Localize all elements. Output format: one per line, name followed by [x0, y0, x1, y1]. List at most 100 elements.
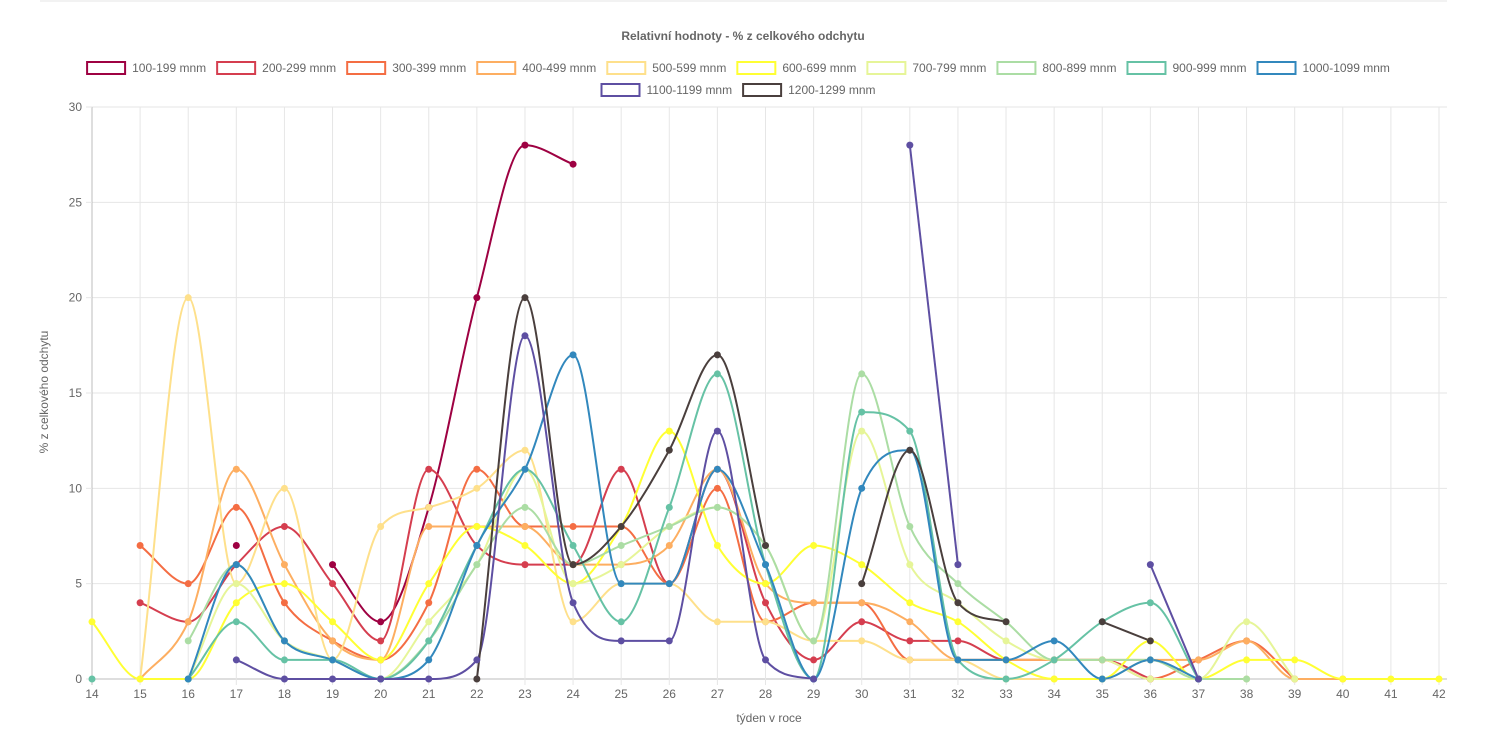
data-point-600-699-mnm[interactable] [521, 542, 529, 550]
data-point-800-899-mnm[interactable] [713, 503, 721, 511]
data-point-400-499-mnm[interactable] [184, 618, 192, 626]
data-point-200-299-mnm[interactable] [906, 637, 914, 645]
data-point-300-399-mnm[interactable] [280, 599, 288, 607]
data-point-200-299-mnm[interactable] [425, 465, 433, 473]
data-point-800-899-mnm[interactable] [473, 561, 481, 569]
data-point-800-899-mnm[interactable] [617, 542, 625, 550]
data-point-1200-1299-mnm[interactable] [954, 599, 962, 607]
data-point-1000-1099-mnm[interactable] [280, 637, 288, 645]
data-point-1100-1199-mnm[interactable] [1194, 675, 1202, 683]
data-point-1100-1199-mnm[interactable] [521, 332, 529, 340]
data-point-700-799-mnm[interactable] [617, 561, 625, 569]
data-point-300-399-mnm[interactable] [569, 522, 577, 530]
data-point-100-199-mnm[interactable] [329, 561, 337, 569]
data-point-600-699-mnm[interactable] [280, 580, 288, 588]
data-point-100-199-mnm[interactable] [473, 294, 481, 302]
data-point-600-699-mnm[interactable] [473, 522, 481, 530]
data-point-300-399-mnm[interactable] [184, 580, 192, 588]
data-point-1200-1299-mnm[interactable] [906, 446, 914, 454]
data-point-700-799-mnm[interactable] [569, 580, 577, 588]
data-point-1200-1299-mnm[interactable] [1098, 618, 1106, 626]
data-point-600-699-mnm[interactable] [665, 427, 673, 435]
data-point-300-399-mnm[interactable] [232, 503, 240, 511]
data-point-900-999-mnm[interactable] [1002, 675, 1010, 683]
data-point-900-999-mnm[interactable] [88, 675, 96, 683]
data-point-1000-1099-mnm[interactable] [521, 465, 529, 473]
data-point-400-499-mnm[interactable] [521, 522, 529, 530]
data-point-1200-1299-mnm[interactable] [1146, 637, 1154, 645]
data-point-1200-1299-mnm[interactable] [521, 294, 529, 302]
data-point-500-599-mnm[interactable] [906, 656, 914, 664]
data-point-1200-1299-mnm[interactable] [665, 446, 673, 454]
data-point-600-699-mnm[interactable] [1387, 675, 1395, 683]
data-point-800-899-mnm[interactable] [184, 637, 192, 645]
data-point-900-999-mnm[interactable] [858, 408, 866, 416]
data-point-100-199-mnm[interactable] [377, 618, 385, 626]
data-point-600-699-mnm[interactable] [713, 542, 721, 550]
data-point-600-699-mnm[interactable] [1291, 656, 1299, 664]
data-point-800-899-mnm[interactable] [665, 522, 673, 530]
data-point-800-899-mnm[interactable] [1098, 656, 1106, 664]
data-point-400-499-mnm[interactable] [665, 542, 673, 550]
data-point-900-999-mnm[interactable] [665, 503, 673, 511]
data-point-700-799-mnm[interactable] [1243, 618, 1251, 626]
data-point-500-599-mnm[interactable] [569, 618, 577, 626]
legend-item-300-399-mnm[interactable]: 300-399 mnm [346, 61, 466, 75]
data-point-900-999-mnm[interactable] [232, 618, 240, 626]
data-point-500-599-mnm[interactable] [713, 618, 721, 626]
data-point-600-699-mnm[interactable] [1435, 675, 1443, 683]
data-point-900-999-mnm[interactable] [1146, 599, 1154, 607]
data-point-1200-1299-mnm[interactable] [1002, 618, 1010, 626]
data-point-900-999-mnm[interactable] [569, 542, 577, 550]
data-point-1200-1299-mnm[interactable] [569, 561, 577, 569]
data-point-1100-1199-mnm[interactable] [280, 675, 288, 683]
data-point-400-499-mnm[interactable] [1194, 656, 1202, 664]
data-point-200-299-mnm[interactable] [521, 561, 529, 569]
data-point-1100-1199-mnm[interactable] [954, 561, 962, 569]
data-point-900-999-mnm[interactable] [280, 656, 288, 664]
data-point-400-499-mnm[interactable] [425, 522, 433, 530]
data-point-1100-1199-mnm[interactable] [906, 141, 914, 149]
data-point-400-499-mnm[interactable] [1243, 637, 1251, 645]
legend-item-600-699-mnm[interactable]: 600-699 mnm [736, 61, 856, 75]
data-point-200-299-mnm[interactable] [377, 637, 385, 645]
data-point-200-299-mnm[interactable] [329, 580, 337, 588]
data-point-600-699-mnm[interactable] [425, 580, 433, 588]
data-point-600-699-mnm[interactable] [762, 580, 769, 588]
data-point-700-799-mnm[interactable] [1146, 675, 1154, 683]
data-point-500-599-mnm[interactable] [858, 637, 866, 645]
data-point-800-899-mnm[interactable] [906, 522, 914, 530]
legend-item-400-499-mnm[interactable]: 400-499 mnm [476, 61, 596, 75]
data-point-1000-1099-mnm[interactable] [1098, 675, 1106, 683]
data-point-1200-1299-mnm[interactable] [473, 675, 481, 683]
data-point-500-599-mnm[interactable] [280, 484, 288, 492]
data-point-1000-1099-mnm[interactable] [762, 561, 769, 569]
data-point-700-799-mnm[interactable] [1002, 637, 1010, 645]
data-point-600-699-mnm[interactable] [329, 618, 337, 626]
data-point-400-499-mnm[interactable] [810, 599, 818, 607]
data-point-300-399-mnm[interactable] [136, 542, 144, 550]
data-point-400-499-mnm[interactable] [232, 465, 240, 473]
legend-item-1000-1099-mnm[interactable]: 1000-1099 mnm [1256, 61, 1390, 75]
legend-item-900-999-mnm[interactable]: 900-999 mnm [1126, 61, 1247, 75]
data-point-800-899-mnm[interactable] [954, 580, 962, 588]
data-point-600-699-mnm[interactable] [1339, 675, 1347, 683]
data-point-400-499-mnm[interactable] [280, 561, 288, 569]
data-point-1000-1099-mnm[interactable] [1146, 656, 1154, 664]
data-point-500-599-mnm[interactable] [425, 503, 433, 511]
data-point-1000-1099-mnm[interactable] [184, 675, 192, 683]
data-point-600-699-mnm[interactable] [88, 618, 96, 626]
data-point-500-599-mnm[interactable] [521, 446, 529, 454]
data-point-700-799-mnm[interactable] [858, 427, 866, 435]
data-point-1000-1099-mnm[interactable] [425, 656, 433, 664]
data-point-900-999-mnm[interactable] [713, 370, 721, 378]
data-point-1000-1099-mnm[interactable] [232, 561, 240, 569]
data-point-700-799-mnm[interactable] [232, 580, 240, 588]
data-point-1100-1199-mnm[interactable] [232, 656, 240, 664]
legend-item-200-299-mnm[interactable]: 200-299 mnm [216, 61, 336, 75]
data-point-200-299-mnm[interactable] [280, 522, 288, 530]
data-point-1100-1199-mnm[interactable] [617, 637, 625, 645]
data-point-300-399-mnm[interactable] [473, 465, 481, 473]
data-point-600-699-mnm[interactable] [232, 599, 240, 607]
data-point-100-199-mnm[interactable] [569, 160, 577, 168]
